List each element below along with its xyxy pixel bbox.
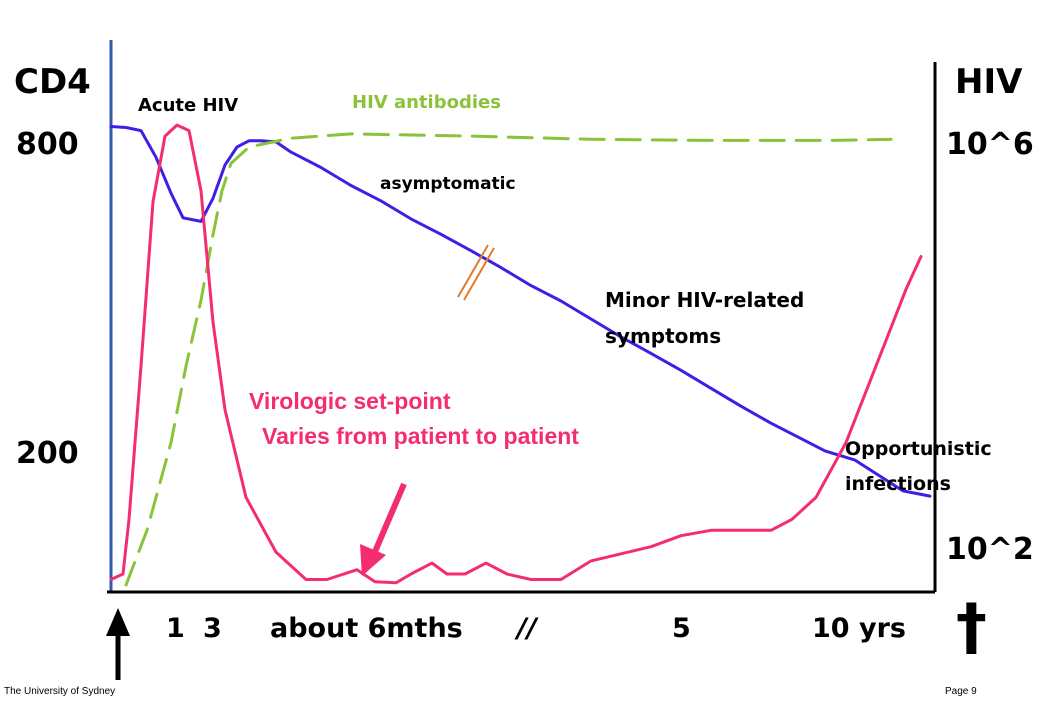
cd4-axis-title: CD4	[14, 62, 91, 102]
x-tick-6mths: about 6mths	[270, 613, 463, 644]
cd4-count-curve	[109, 125, 932, 498]
minor-symptoms-label-line2: symptoms	[605, 324, 722, 348]
opportunistic-label-line2: infections	[845, 473, 951, 495]
footer-page-number: Page 9	[945, 686, 977, 697]
y-tick-200: 200	[16, 436, 79, 471]
right-tick-10e2: 10^2	[946, 532, 1034, 567]
x-tick-1: 1	[166, 613, 185, 644]
set-point-note: Varies from patient to patient	[262, 423, 579, 449]
x-tick-5: 5	[672, 613, 691, 644]
right-tick-10e6: 10^6	[946, 127, 1034, 162]
acute-hiv-label: Acute HIV	[138, 95, 239, 116]
y-tick-800: 800	[16, 127, 79, 162]
asymptomatic-label: asymptomatic	[380, 174, 516, 194]
death-dagger-icon: †	[956, 590, 987, 663]
x-tick-3: 3	[203, 613, 222, 644]
set-point-label: Virologic set-point	[249, 388, 451, 414]
axis-break-mark	[457, 244, 495, 301]
set-point-arrow	[360, 482, 407, 576]
x-axis-break: //	[517, 613, 537, 644]
x-tick-10yrs: 10 yrs	[812, 613, 906, 644]
hiv-antibodies-curve	[124, 132, 893, 587]
minor-symptoms-label-line1: Minor HIV-related	[605, 288, 805, 312]
hiv-antibodies-label: HIV antibodies	[352, 92, 501, 113]
viral-load-curve	[109, 123, 923, 585]
footer-university: The University of Sydney	[4, 686, 116, 697]
infection-start-arrow	[106, 608, 130, 680]
hiv-axis-title: HIV	[955, 62, 1023, 102]
opportunistic-label-line1: Opportunistic	[845, 438, 992, 460]
